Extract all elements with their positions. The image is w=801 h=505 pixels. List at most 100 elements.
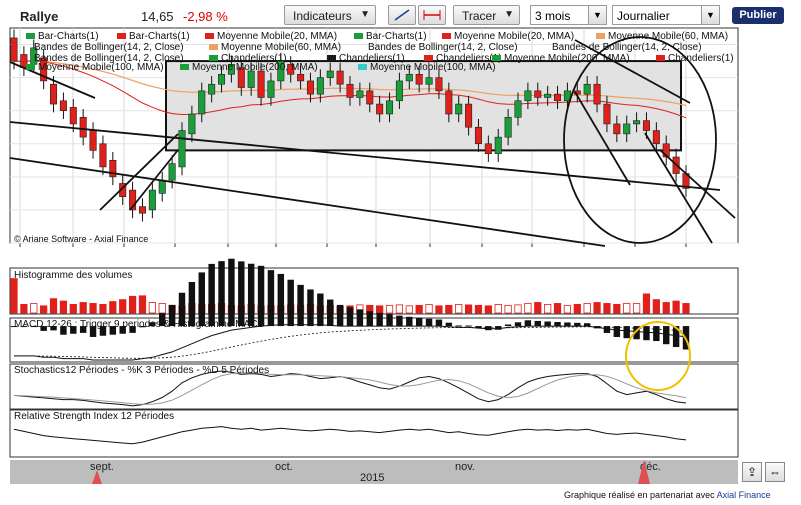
- volume-bar: [30, 303, 38, 314]
- candle-body: [386, 100, 394, 115]
- candle-body: [613, 123, 621, 135]
- macd-histogram-bar: [30, 326, 37, 328]
- candle-body: [603, 103, 611, 125]
- volume-bar: [632, 303, 641, 314]
- candle-body: [306, 80, 314, 95]
- legend-swatch: [358, 64, 367, 71]
- nav-year: 2015: [360, 472, 385, 484]
- legend-item: Bandes de Bollinger(14, 2, Close): [34, 53, 184, 64]
- macd-histogram-bar: [40, 326, 47, 331]
- candle-body: [297, 74, 305, 82]
- legend-swatch: [117, 33, 126, 40]
- volume-bar: [553, 303, 562, 314]
- volume-bar: [613, 303, 621, 314]
- macd-line: [14, 324, 687, 361]
- candle-body: [544, 93, 552, 98]
- rsi-panel-label: Relative Strength Index 12 Périodes: [14, 411, 175, 422]
- draw-button[interactable]: Tracer ▼: [453, 5, 520, 25]
- macd-histogram-bar: [198, 272, 205, 327]
- legend-item: Bandes de Bollinger(14, 2, Close): [368, 42, 518, 53]
- candle-body: [109, 160, 117, 178]
- stochastics-k-line: [13, 370, 687, 407]
- macd-histogram-bar: [228, 258, 235, 327]
- candle-body: [376, 103, 384, 115]
- macd-histogram-bar: [60, 326, 67, 335]
- legend-label: Bar-Charts(1): [129, 31, 190, 42]
- volume-bar: [119, 299, 127, 314]
- legend-label: Chandeliers(1): [668, 53, 734, 64]
- legend-item: Moyenne Mobile(60, MMA): [209, 42, 341, 53]
- volume-bar: [49, 298, 58, 314]
- macd-histogram-bar: [327, 299, 334, 327]
- volume-bar: [10, 278, 18, 314]
- chevron-down-icon: ▼: [701, 6, 719, 24]
- candle-body: [138, 206, 146, 214]
- indicators-label: Indicateurs: [293, 9, 352, 23]
- candle-body: [188, 113, 196, 135]
- macd-histogram-bar: [672, 326, 680, 348]
- candle-body: [316, 77, 324, 95]
- indicators-button[interactable]: Indicateurs ▼: [284, 5, 376, 25]
- macd-histogram-bar: [396, 315, 403, 327]
- legend-item: Moyenne Mobile(60, MMA): [596, 31, 728, 42]
- candle-body: [129, 189, 137, 211]
- candle-body: [583, 83, 591, 95]
- range-handle-left-icon[interactable]: [92, 470, 102, 484]
- interval-select[interactable]: Journalier ▼: [612, 5, 720, 25]
- volume-panel-label: Histogramme des volumes: [14, 270, 133, 281]
- share-button[interactable]: ⇪: [742, 462, 762, 482]
- volume-bar: [79, 302, 87, 314]
- hline-tool-button[interactable]: [418, 5, 446, 25]
- candle-body: [356, 90, 364, 98]
- axial-finance-link[interactable]: Axial Finance: [716, 490, 771, 500]
- volume-bar: [682, 303, 690, 314]
- legend-label: Bandes de Bollinger(14, 2, Close): [34, 42, 184, 53]
- candle-body: [40, 57, 48, 82]
- macd-histogram-bar: [485, 326, 492, 331]
- legend-label: Moyenne Mobile(20, MMA): [217, 31, 338, 42]
- legend-item: Chandeliers(1): [424, 53, 502, 64]
- line-tool-button[interactable]: [388, 5, 416, 25]
- macd-histogram-bar: [514, 322, 522, 327]
- range-handle-right-icon[interactable]: [638, 460, 650, 484]
- volume-bar: [405, 305, 413, 314]
- candle-body: [326, 70, 334, 78]
- macd-histogram-bar: [356, 309, 364, 327]
- candle-body: [445, 90, 453, 115]
- macd-histogram-bar: [336, 304, 344, 327]
- candle-body: [59, 100, 67, 111]
- volume-bar: [662, 302, 670, 314]
- trend-line: [9, 61, 96, 99]
- volume-bar: [69, 303, 77, 314]
- macd-histogram-bar: [524, 320, 532, 327]
- publish-button[interactable]: Publier: [732, 7, 784, 24]
- macd-histogram-bar: [653, 326, 660, 342]
- legend-swatch: [327, 55, 336, 62]
- stochastics-d-line: [13, 372, 687, 405]
- macd-histogram-bar: [574, 322, 581, 327]
- macd-histogram-bar: [583, 323, 591, 327]
- legend-label: Bar-Charts(1): [38, 31, 99, 42]
- fit-button[interactable]: ⇔: [765, 462, 785, 482]
- macd-histogram-bar: [277, 273, 285, 327]
- macd-histogram-bar: [119, 326, 126, 334]
- volume-bar: [158, 303, 166, 314]
- legend-item: Chandeliers(1): [327, 53, 405, 64]
- candle-body: [208, 83, 216, 95]
- macd-histogram-bar: [564, 322, 571, 327]
- candle-body: [218, 74, 226, 85]
- candle-body: [10, 37, 18, 62]
- macd-histogram-bar: [10, 326, 18, 328]
- legend-item: Bar-Charts(1): [117, 31, 190, 42]
- volume-bar: [672, 300, 680, 314]
- legend-label: Chandeliers(1): [339, 53, 405, 64]
- time-navigator[interactable]: sept. oct. nov. déc. 2015: [10, 460, 738, 484]
- trend-line: [574, 39, 691, 104]
- macd-histogram-bar: [247, 263, 255, 327]
- period-select[interactable]: 3 mois ▼: [530, 5, 607, 25]
- macd-histogram-bar: [643, 326, 650, 341]
- macd-histogram-bar: [465, 325, 472, 327]
- macd-histogram-bar: [99, 326, 107, 336]
- candle-body: [435, 77, 443, 92]
- legend-label: Moyenne Mobile(60, MMA): [608, 31, 729, 42]
